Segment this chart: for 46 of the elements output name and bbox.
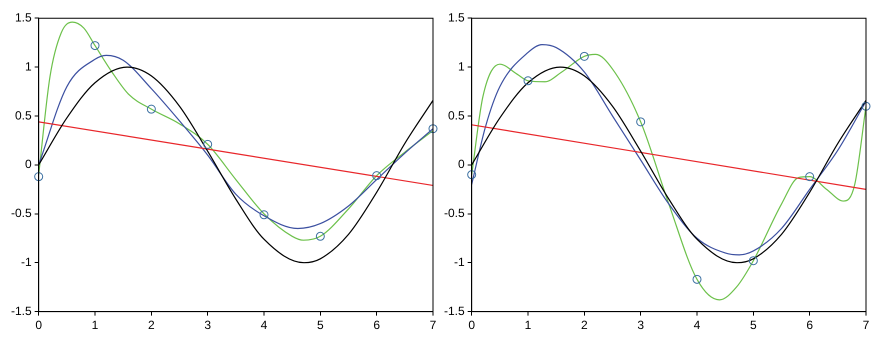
- x-tick-label: 3: [204, 318, 212, 332]
- x-tick-label: 1: [524, 318, 532, 332]
- x-tick-label: 0: [468, 318, 476, 332]
- point: [524, 76, 533, 86]
- y-tick-label: 0.5: [448, 108, 465, 122]
- y-tick-label: 0: [24, 157, 32, 172]
- x-tick-label: 4: [694, 318, 701, 332]
- y-tick-label: 1.5: [14, 10, 32, 25]
- y-tick-label: 0: [458, 157, 465, 172]
- y-tick-label: -0.5: [10, 206, 32, 220]
- y-tick-label: 1: [24, 59, 32, 74]
- point: [146, 104, 156, 114]
- point: [692, 274, 702, 284]
- point: [34, 172, 44, 182]
- x-tick-label: 5: [750, 318, 757, 332]
- x-tick-label: 4: [260, 318, 268, 332]
- point: [805, 172, 814, 182]
- x-tick-label: 7: [430, 318, 437, 332]
- point: [748, 256, 758, 266]
- y-tick-label: 1: [458, 59, 465, 74]
- point: [467, 170, 476, 180]
- point: [428, 124, 438, 134]
- x-tick-label: 6: [373, 318, 380, 332]
- point: [203, 140, 212, 149]
- y-tick-label: -1: [454, 255, 465, 270]
- x-tick-label: 1: [92, 318, 99, 332]
- x-tick-label: 5: [316, 318, 324, 332]
- x-tick-label: 2: [580, 318, 588, 332]
- point: [316, 232, 325, 241]
- point: [90, 41, 100, 50]
- x-tick-label: 2: [148, 318, 155, 332]
- point: [372, 171, 382, 180]
- y-tick-label: -0.5: [444, 206, 465, 220]
- point: [636, 117, 646, 126]
- x-tick-label: 6: [806, 318, 814, 332]
- y-tick-label: -1.5: [444, 304, 465, 318]
- y-tick-label: 0.5: [14, 108, 32, 122]
- y-tick-label: -1: [21, 255, 32, 270]
- point: [260, 210, 269, 220]
- point: [862, 102, 870, 111]
- y-tick-label: 1.5: [448, 10, 465, 25]
- y-tick-label: -1.5: [10, 304, 32, 318]
- x-tick-label: 7: [862, 318, 870, 332]
- x-tick-label: 0: [35, 318, 42, 332]
- point: [580, 52, 589, 61]
- x-tick-label: 3: [637, 318, 644, 332]
